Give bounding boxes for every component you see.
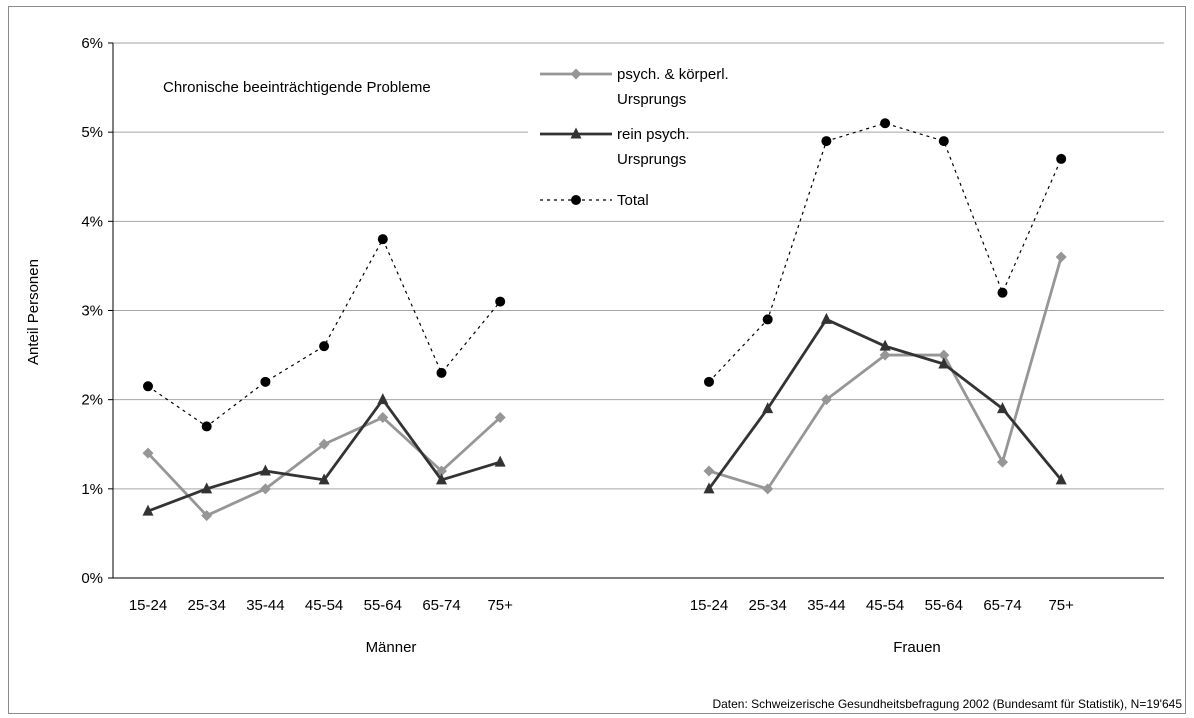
chart-frame (8, 6, 1186, 714)
triangle-marker (997, 402, 1008, 414)
diamond-marker (820, 394, 832, 406)
y-tick-label: 2% (81, 392, 103, 409)
triangle-marker (201, 482, 213, 494)
diamond-marker (703, 465, 715, 477)
x-tick-label: 35-44 (246, 597, 284, 614)
annotation-background (150, 66, 512, 106)
triangle-marker (436, 473, 447, 485)
triangle-marker (703, 482, 715, 494)
legend-label-line2: Ursprungs (617, 91, 686, 108)
circle-marker (762, 314, 773, 325)
x-tick-label: 35-44 (807, 597, 845, 614)
x-tick-label: 25-34 (749, 597, 787, 614)
x-axis: 15-24 25-34 35-44 45-54 55-64 65-74 75+ 15-24 25… (113, 577, 1164, 614)
triangle-marker (494, 455, 506, 467)
x-tick-label: 25-34 (188, 597, 226, 614)
x-tick-label: 75+ (1048, 597, 1074, 614)
triangle-marker (820, 312, 832, 324)
circle-marker (436, 367, 447, 378)
circle-marker (880, 118, 891, 129)
y-axis: 0% 1% 2% 3% 4% 5% 6% (81, 35, 114, 587)
triangle-marker (377, 393, 389, 405)
diamond-marker (570, 68, 582, 80)
diamond-marker (997, 456, 1008, 468)
circle-marker (377, 234, 388, 245)
y-tick-label: 3% (81, 303, 103, 320)
x-tick-label: 45-54 (866, 597, 904, 614)
group-label-maenner: Männer (366, 639, 417, 656)
legend: psych. & körperl. Ursprungs rein psych. Urs… (540, 66, 729, 209)
y-axis-label: Anteil Personen (25, 259, 42, 365)
circle-marker (495, 296, 506, 307)
diamond-marker (762, 483, 774, 495)
triangle-marker (259, 464, 271, 476)
y-tick-label: 1% (81, 481, 103, 498)
circle-marker (1056, 153, 1067, 164)
diamond-marker (142, 447, 154, 459)
triangle-marker (938, 357, 950, 369)
x-tick-label: 65-74 (983, 597, 1021, 614)
y-tick-label: 6% (81, 35, 103, 52)
circle-marker (260, 376, 271, 387)
circle-marker (143, 381, 153, 392)
diamond-marker (938, 349, 950, 361)
circle-marker (997, 287, 1008, 298)
circle-marker (319, 341, 330, 352)
legend-label-line2: Ursprungs (617, 151, 686, 168)
source-note: Daten: Schweizerische Gesundheitsbefragu… (712, 697, 1182, 711)
circle-marker (938, 136, 949, 147)
triangle-marker (1055, 473, 1067, 485)
annotation-text: Chronische beeinträchtigende Probleme (163, 79, 431, 96)
triangle-marker (762, 402, 774, 414)
legend-label: rein psych. (617, 126, 690, 143)
x-tick-label: 15-24 (690, 597, 728, 614)
diamond-marker (201, 510, 213, 522)
triangle-marker (570, 127, 582, 139)
triangle-marker (879, 339, 891, 351)
legend-label: psych. & körperl. (617, 66, 729, 83)
series-line (146, 416, 502, 517)
series-line (147, 238, 501, 428)
x-tick-label: 45-54 (305, 597, 343, 614)
circle-marker (821, 136, 832, 147)
series-line (147, 398, 501, 513)
x-tick-label: 15-24 (129, 597, 167, 614)
diamond-marker (1055, 251, 1067, 263)
x-tick-label: 75+ (487, 597, 513, 614)
diamond-marker (494, 412, 506, 423)
y-tick-label: 4% (81, 213, 103, 230)
legend-label: Total (617, 192, 649, 209)
diamond-marker (259, 483, 271, 495)
series-layer (142, 118, 1067, 522)
circle-marker (704, 376, 714, 387)
circle-marker (571, 195, 581, 205)
triangle-marker (142, 504, 154, 516)
diamond-marker (377, 412, 389, 423)
diamond-marker (318, 438, 330, 450)
diamond-marker (879, 349, 891, 361)
x-tick-label: 55-64 (364, 597, 402, 614)
diamond-marker (436, 465, 447, 477)
group-label-frauen: Frauen (893, 639, 941, 656)
series-line (708, 256, 1063, 491)
y-tick-label: 5% (81, 124, 103, 141)
x-tick-label: 65-74 (422, 597, 460, 614)
triangle-marker (318, 473, 330, 485)
x-tick-label: 55-64 (925, 597, 963, 614)
y-tick-label: 0% (81, 570, 103, 587)
circle-marker (201, 421, 212, 432)
